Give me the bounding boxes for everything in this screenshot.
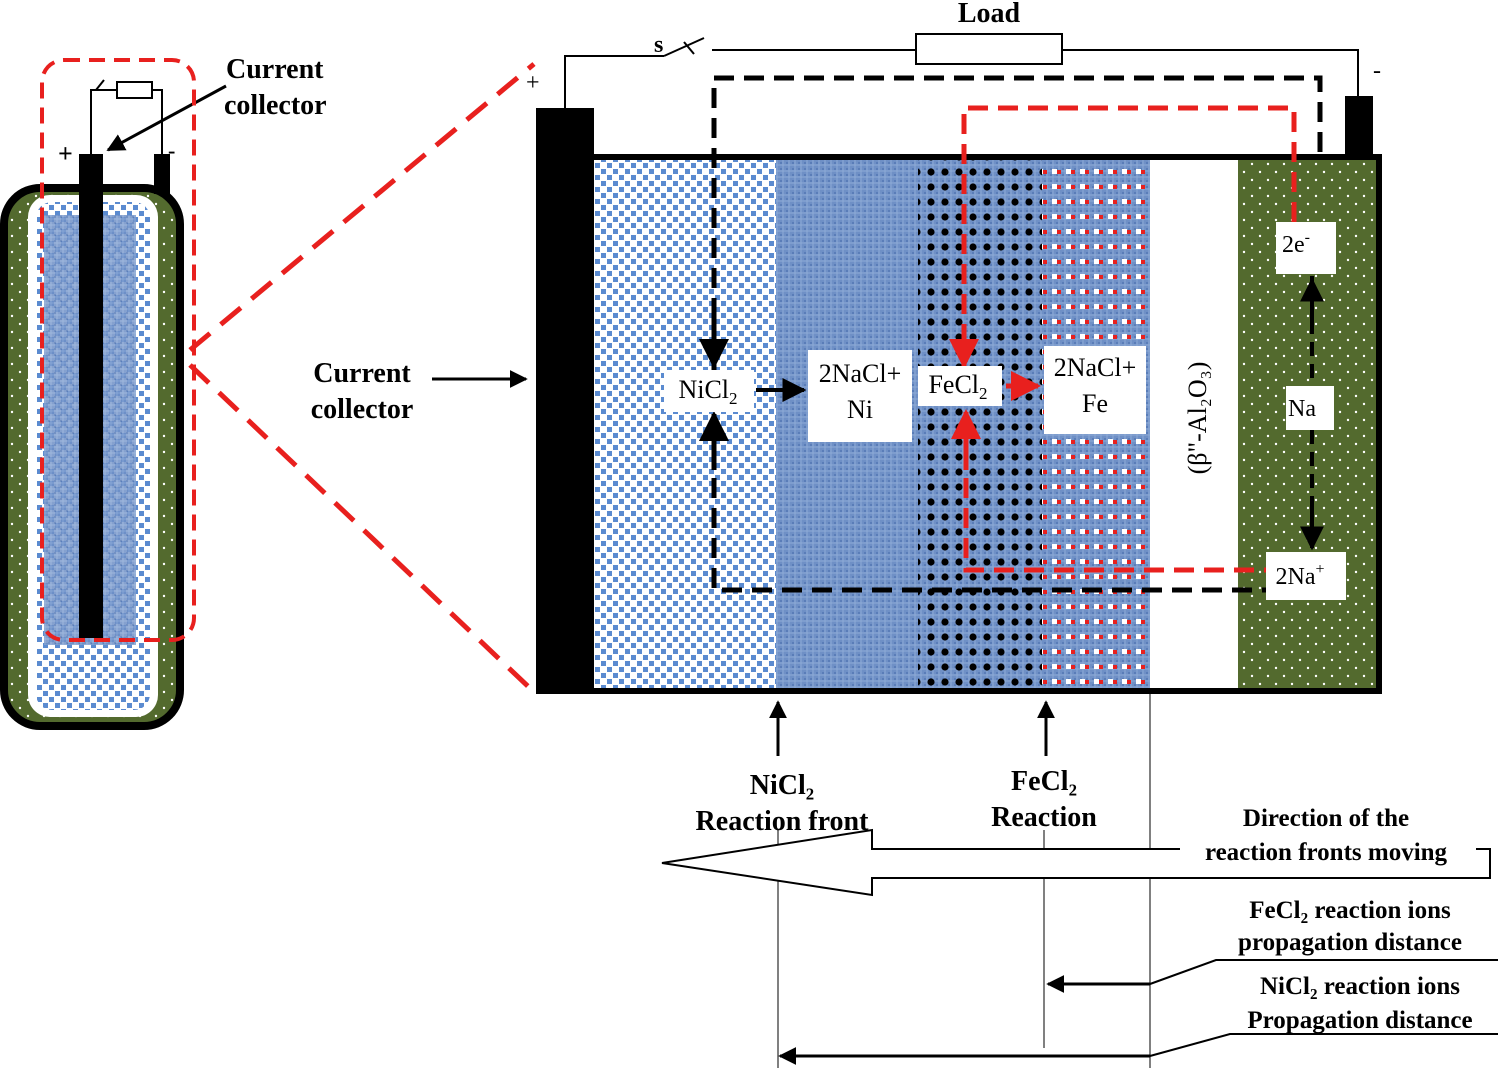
- nacl-ni-label-2: Ni: [847, 395, 873, 424]
- fecl2-ions-label-1: FeCl₂ reaction ions: [1249, 897, 1451, 924]
- nicl2-front-label-1: NiCl₂: [750, 770, 814, 801]
- external-circuit: [564, 49, 1359, 108]
- small-cell: + - Current collector: [0, 54, 327, 730]
- nicl2-label: NiCl2: [678, 375, 737, 408]
- main-cell: Load s + - NiCl2 2NaCl+ Ni FeCl2 2NaCl+ …: [311, 0, 1382, 694]
- nicl2-ions-leader: [1149, 1033, 1498, 1057]
- nacl-fe-box: [1044, 346, 1146, 434]
- fecl2-ions-label-2: propagation distance: [1238, 929, 1462, 956]
- nacl-ni-label-1: 2NaCl+: [819, 359, 902, 388]
- main-collector-label-2: collector: [311, 394, 414, 425]
- fecl2-front-label-1: FeCl₂: [1011, 766, 1077, 797]
- nicl2-ions-label-2: Propagation distance: [1247, 1007, 1472, 1034]
- load-resistor: [915, 33, 1063, 65]
- load-label: Load: [958, 0, 1021, 29]
- zoom-line-top: [188, 62, 536, 352]
- black-dashed-path: [711, 75, 1323, 593]
- small-cell-current-collector: [79, 154, 103, 638]
- positive-terminal-sign: +: [526, 70, 540, 96]
- beta-alumina-layer: [1150, 160, 1238, 688]
- switch-tick: [683, 41, 695, 55]
- fecl2-ions-leader: [1149, 959, 1498, 985]
- bottom-annotations: NiCl₂ Reaction front FeCl₂ Reaction Dire…: [661, 694, 1498, 1068]
- main-collector-label-1: Current: [313, 358, 411, 389]
- small-cell-switch: [95, 79, 105, 91]
- switch-lever: [663, 37, 705, 57]
- sodium-label: Na: [1288, 396, 1316, 422]
- red-dashed-path: [961, 105, 1297, 573]
- small-cell-minus: -: [168, 138, 175, 163]
- small-cell-collector-label-1: Current: [226, 54, 324, 85]
- beta-alumina-label: (β"-Al₂O₃): [1183, 362, 1212, 475]
- fecl2-front-label-2: Reaction: [991, 802, 1097, 833]
- small-cell-circuit: [90, 89, 163, 154]
- negative-terminal-sign: -: [1373, 58, 1381, 84]
- zoom-box: [40, 58, 196, 642]
- fecl2-box: [918, 366, 1002, 406]
- electrons-box: [1276, 222, 1336, 274]
- sodium-box: [1286, 386, 1334, 430]
- nacl-ni-box: [808, 350, 912, 442]
- fecl2-layer: [918, 160, 1042, 688]
- nicl2-layer: [594, 160, 776, 688]
- direction-arrow: [661, 828, 1491, 897]
- small-cell-load: [116, 81, 153, 99]
- switch-label: s: [654, 32, 663, 58]
- negative-terminal: [1345, 96, 1373, 158]
- small-cell-collector-label-2: collector: [224, 90, 327, 121]
- nicl2-box: [664, 370, 754, 412]
- fecl2-label: FeCl2: [928, 370, 987, 403]
- small-cell-negative-terminal: [154, 154, 170, 194]
- small-cell-collector-arrow: [106, 84, 227, 152]
- small-cell-plus: +: [58, 139, 73, 168]
- direction-label-2: reaction fronts moving: [1205, 839, 1448, 866]
- electrons-label: 2e-: [1282, 229, 1310, 258]
- nicl2-front-label-2: Reaction front: [696, 806, 870, 837]
- direction-label-1: Direction of the: [1243, 805, 1409, 832]
- direction-label-bg: [1180, 836, 1476, 866]
- nicl2-ions-label-1: NiCl₂ reaction ions: [1260, 973, 1460, 1000]
- sodium-ions-label: 2Na+: [1275, 561, 1324, 590]
- sodium-ions-box: [1266, 552, 1346, 600]
- current-collector-plate: [536, 108, 594, 694]
- nacl-fe-label-2: Fe: [1082, 389, 1108, 418]
- nacl-fe-label-1: 2NaCl+: [1054, 353, 1137, 382]
